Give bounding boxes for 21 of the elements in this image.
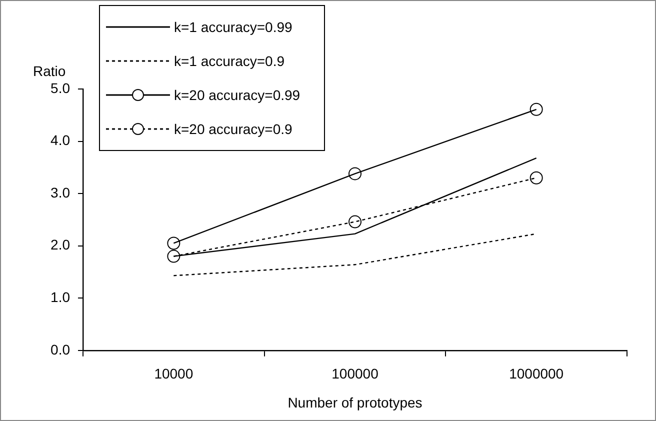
y-tick-label: 2.0 — [50, 236, 70, 253]
point — [530, 102, 543, 116]
point — [167, 236, 180, 250]
y-axis-title: Ratio — [33, 62, 66, 79]
x-tick-label: 100000 — [332, 366, 379, 382]
y-tick-label: 1.0 — [50, 288, 70, 305]
legend-label: k=1 accuracy=0.9 — [174, 53, 285, 69]
legend-label: k=20 accuracy=0.99 — [174, 87, 300, 103]
point — [167, 250, 180, 263]
y-tick-label: 4.0 — [50, 132, 70, 148]
y-tick-label: 0.0 — [50, 341, 70, 358]
point — [348, 167, 362, 180]
x-axis-title: Number of prototypes — [288, 394, 422, 410]
legend-label: k=20 accuracy=0.9 — [174, 121, 292, 137]
x-tick-label: 1000000 — [509, 366, 564, 382]
point — [348, 215, 362, 228]
point — [530, 171, 543, 184]
legend-label: k=1 accuracy=0.99 — [174, 19, 292, 35]
y-tick-label: 5.0 — [50, 80, 70, 96]
x-tick-label: 10000 — [154, 366, 194, 382]
y-tick-label: 3.0 — [50, 184, 70, 200]
